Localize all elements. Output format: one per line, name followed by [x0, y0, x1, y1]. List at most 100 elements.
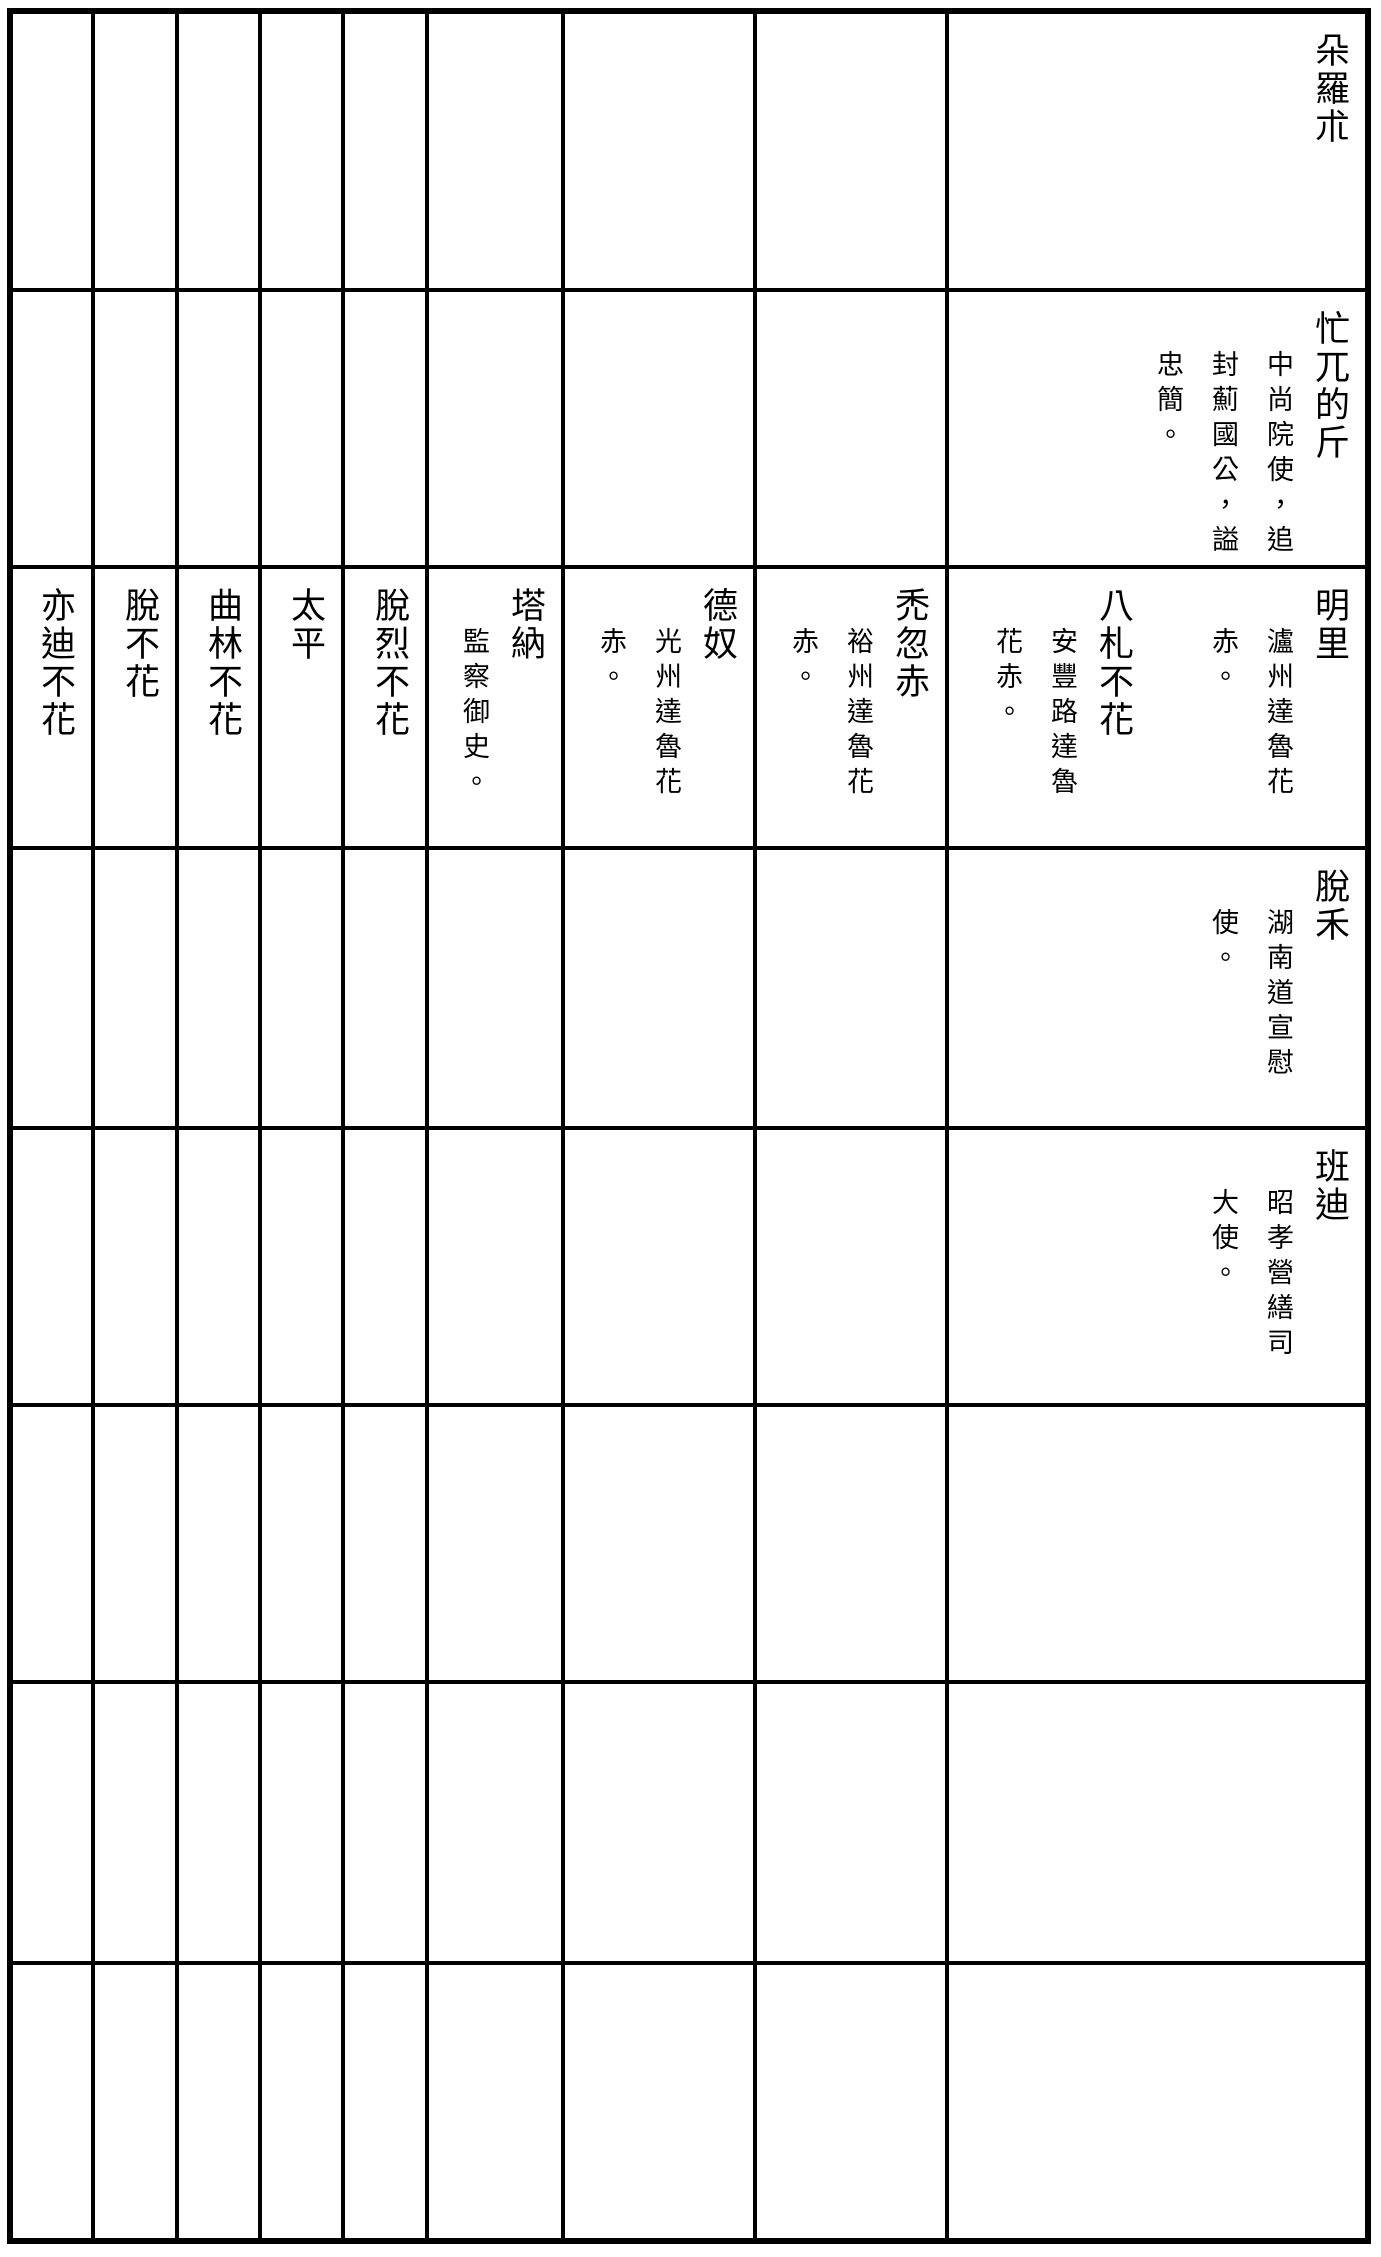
empty-cell [179, 850, 258, 1126]
note-line: 花赤。 [991, 627, 1022, 732]
empty-cell [345, 14, 425, 288]
empty-cell [179, 1130, 258, 1403]
empty-cell [949, 1684, 1365, 1961]
entry-denu: 德奴 光州達魯花 赤。 [583, 587, 741, 840]
cell-tana: 塔納 監察御史。 [429, 569, 561, 846]
note-line: 赤。 [1207, 627, 1238, 697]
note-line: 中尚院使，追 [1262, 350, 1293, 560]
cell-denu: 德奴 光州達魯花 赤。 [565, 569, 753, 846]
empty-cell [949, 1407, 1365, 1680]
empty-cell [757, 1407, 945, 1680]
person-office-note: 中尚院使，追 封薊國公，謚 忠簡。 [1140, 310, 1305, 560]
empty-cell [429, 292, 561, 565]
empty-cell [429, 850, 561, 1126]
person-office-note: 昭孝營繕司 大使。 [1195, 1148, 1305, 1397]
cell-generation-5: 班迪 昭孝營繕司 大使。 [949, 1130, 1365, 1403]
empty-cell [345, 1407, 425, 1680]
empty-cell [262, 1130, 341, 1403]
person-office-note: 監察御史。 [446, 587, 501, 840]
person-name: 忙兀的斤 [1309, 310, 1349, 462]
person-office-note: 瀘州達魯花 赤。 [1195, 587, 1305, 840]
person-name: 朵羅朮 [1309, 32, 1349, 146]
empty-cell [565, 292, 753, 565]
empty-cell [345, 1130, 425, 1403]
empty-cell [13, 1130, 91, 1403]
cell-tuobuhua: 脫不花 [95, 569, 175, 846]
entry-qulinbuhua: 曲林不花 [198, 587, 246, 840]
person-name: 脫禾 [1309, 868, 1349, 944]
entry-tuhuchi: 禿忽赤 裕州達魯花 赤。 [775, 587, 933, 840]
entry-tana: 塔納 監察御史。 [446, 587, 549, 840]
person-name: 班迪 [1309, 1148, 1349, 1224]
empty-cell [13, 1684, 91, 1961]
cell-generation-4: 脫禾 湖南道宣慰 使。 [949, 850, 1365, 1126]
empty-cell [95, 1407, 175, 1680]
entry-bazhabuhua: 八札不花 安豐路達魯 花赤。 [979, 587, 1137, 840]
person-name: 德奴 [697, 587, 737, 663]
empty-cell [429, 14, 561, 288]
empty-cell [179, 292, 258, 565]
entry-taiping: 太平 [281, 587, 329, 840]
empty-cell [345, 850, 425, 1126]
empty-cell [565, 14, 753, 288]
note-line: 安豐路達魯 [1046, 627, 1077, 802]
empty-cell [13, 1965, 91, 2238]
note-line: 使。 [1207, 908, 1238, 978]
empty-cell [757, 1684, 945, 1961]
note-line: 瀘州達魯花 [1262, 627, 1293, 802]
entry-bandi: 班迪 昭孝營繕司 大使。 [1195, 1148, 1353, 1397]
empty-cell [262, 1965, 341, 2238]
empty-cell [13, 14, 91, 288]
cell-tuhuchi: 禿忽赤 裕州達魯花 赤。 [757, 569, 945, 846]
empty-cell [95, 292, 175, 565]
person-name: 八札不花 [1093, 587, 1133, 739]
empty-cell [345, 1684, 425, 1961]
empty-cell [429, 1130, 561, 1403]
empty-cell [179, 1407, 258, 1680]
empty-cell [95, 1684, 175, 1961]
empty-cell [757, 14, 945, 288]
person-name: 塔納 [505, 587, 545, 663]
empty-cell [262, 14, 341, 288]
person-name: 明里 [1309, 587, 1349, 663]
empty-cell [345, 1965, 425, 2238]
person-name: 脫烈不花 [369, 587, 409, 739]
empty-cell [179, 14, 258, 288]
empty-cell [565, 1965, 753, 2238]
note-line: 監察御史。 [458, 627, 489, 802]
cell-taiping: 太平 [262, 569, 341, 846]
person-office-note: 安豐路達魯 花赤。 [979, 587, 1089, 840]
empty-cell [429, 1684, 561, 1961]
empty-cell [95, 850, 175, 1126]
entry-mingli: 明里 瀘州達魯花 赤。 [1195, 587, 1353, 840]
empty-cell [565, 1130, 753, 1403]
person-name: 脫不花 [119, 587, 159, 701]
person-name: 禿忽赤 [889, 587, 929, 701]
empty-cell [757, 292, 945, 565]
empty-cell [95, 1965, 175, 2238]
empty-cell [13, 1407, 91, 1680]
note-line: 裕州達魯花 [842, 627, 873, 802]
entry-yidibuhua: 亦迪不花 [31, 587, 79, 840]
entry-tuoliebuhua: 脫烈不花 [365, 587, 413, 840]
empty-cell [949, 1965, 1365, 2238]
note-line: 忠簡。 [1152, 350, 1183, 455]
empty-cell [179, 1965, 258, 2238]
person-office-note: 裕州達魯花 赤。 [775, 587, 885, 840]
empty-cell [429, 1407, 561, 1680]
entry-mangwudijin: 忙兀的斤 中尚院使，追 封薊國公，謚 忠簡。 [1140, 310, 1353, 560]
person-name: 曲林不花 [202, 587, 242, 739]
cell-tuoliebuhua: 脫烈不花 [345, 569, 425, 846]
cell-yidibuhua: 亦迪不花 [13, 569, 91, 846]
empty-cell [757, 850, 945, 1126]
note-line: 封薊國公，謚 [1207, 350, 1238, 560]
empty-cell [565, 850, 753, 1126]
note-line: 大使。 [1207, 1188, 1238, 1293]
cell-generation-2: 忙兀的斤 中尚院使，追 封薊國公，謚 忠簡。 [949, 292, 1365, 565]
cell-generation-1: 朵羅朮 [949, 14, 1365, 288]
cell-qulinbuhua: 曲林不花 [179, 569, 258, 846]
empty-cell [565, 1407, 753, 1680]
empty-cell [13, 850, 91, 1126]
genealogy-table: 朵羅朮 忙兀的斤 中尚院使，追 封薊國公，謚 忠簡。 亦迪不花 [7, 8, 1371, 2244]
